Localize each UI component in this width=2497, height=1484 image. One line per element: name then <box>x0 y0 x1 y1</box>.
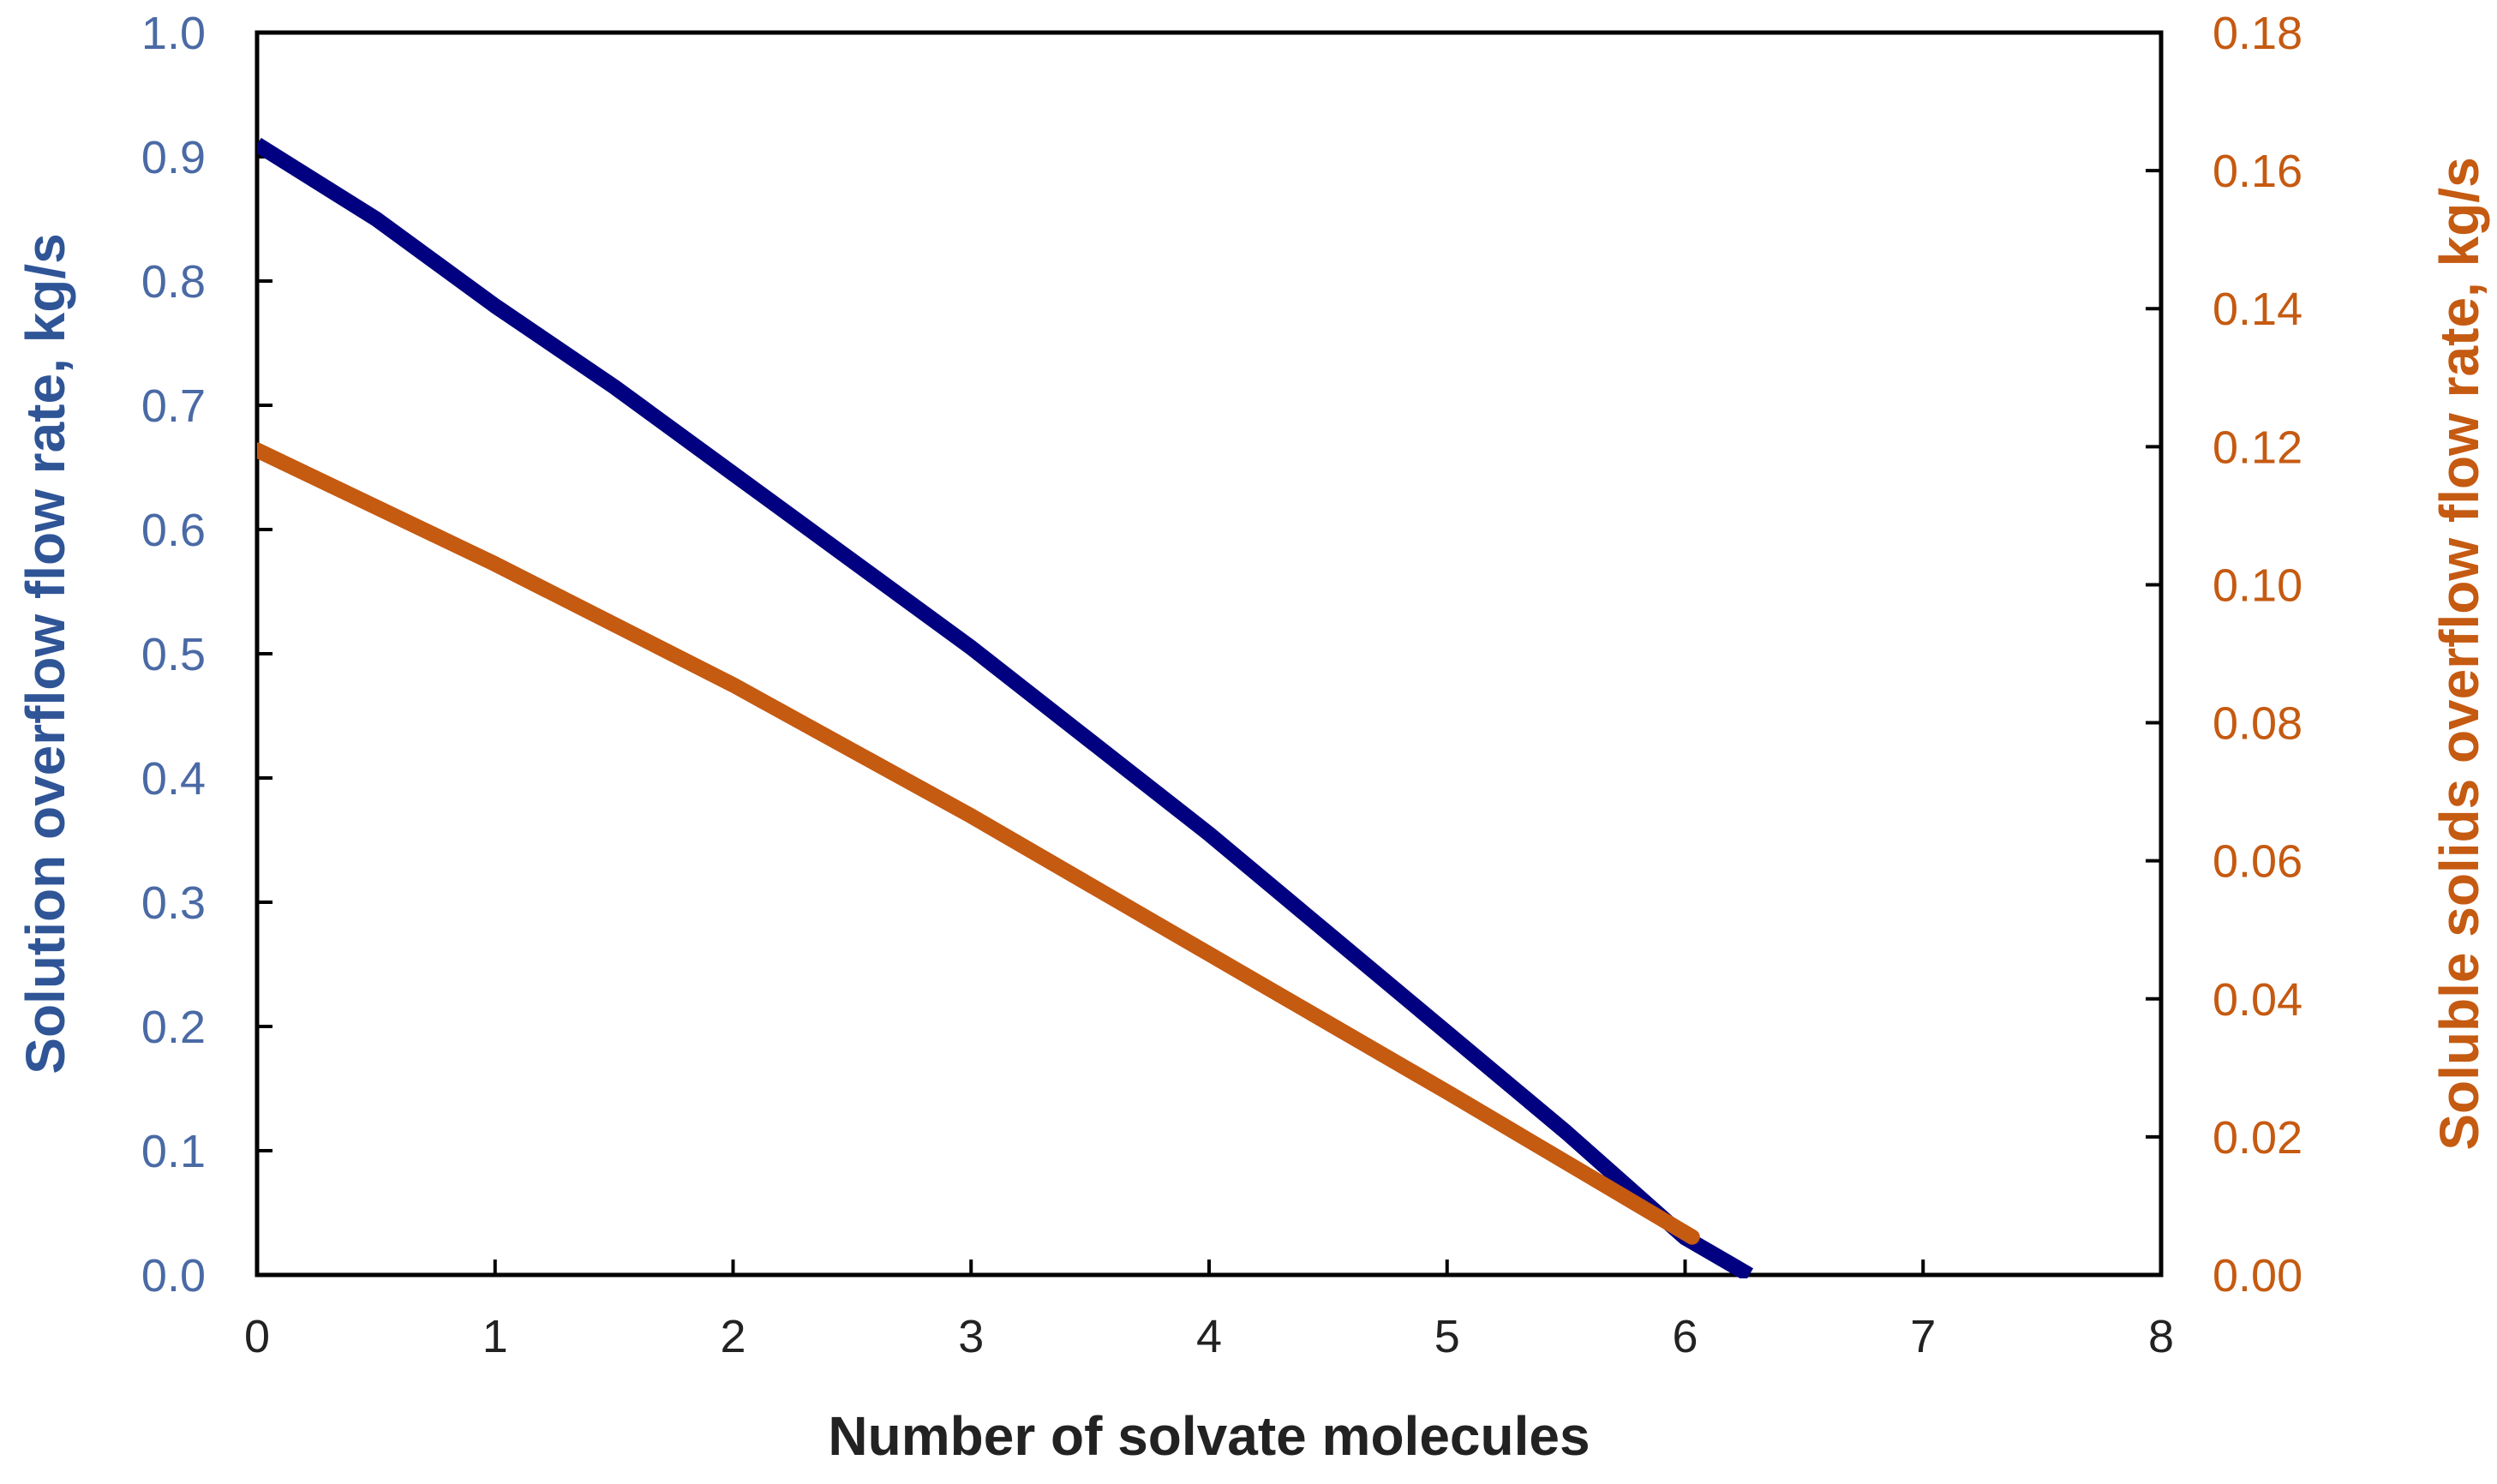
left-y-tick-label: 0.6 <box>141 505 206 556</box>
left-y-tick-label: 0.9 <box>141 132 206 183</box>
right-y-tick-label: 0.04 <box>2213 974 2302 1026</box>
right-y-tick-label: 0.18 <box>2213 8 2302 59</box>
x-tick-label: 6 <box>1672 1311 1698 1362</box>
x-axis-title: Number of solvate molecules <box>828 1405 1590 1467</box>
left-y-tick-label: 0.8 <box>141 256 206 308</box>
series-layer <box>257 137 1754 1278</box>
series-soluble-solids-overflow-line <box>257 442 1700 1245</box>
left-y-tick-label: 0.1 <box>141 1126 206 1177</box>
x-tick-label: 3 <box>958 1311 984 1362</box>
right-y-tick-label: 0.12 <box>2213 422 2302 473</box>
right-y-tick-label: 0.06 <box>2213 836 2302 888</box>
x-tick-label: 8 <box>2148 1311 2174 1362</box>
left-y-tick-label: 0.7 <box>141 380 206 432</box>
x-tick-label: 4 <box>1196 1311 1222 1362</box>
x-axis-ticks: 0 1 2 3 4 5 6 7 8 <box>244 1260 2174 1362</box>
right-y-tick-label: 0.02 <box>2213 1112 2302 1164</box>
series-solution-overflow-line <box>257 137 1754 1278</box>
left-y-tick-label: 1.0 <box>141 8 206 59</box>
left-y-tick-label: 0.0 <box>141 1250 206 1301</box>
right-y-tick-label: 0.00 <box>2213 1250 2302 1301</box>
left-y-tick-label: 0.2 <box>141 1002 206 1053</box>
right-y-axis-title: Soluble solids overflow flow rate, kg/s <box>2428 157 2490 1150</box>
x-tick-label: 7 <box>1910 1311 1936 1362</box>
left-y-tick-label: 0.5 <box>141 629 206 680</box>
right-y-tick-label: 0.10 <box>2213 559 2302 611</box>
plot-frame <box>254 30 2164 1278</box>
x-tick-label: 0 <box>244 1311 270 1362</box>
x-tick-label: 1 <box>482 1311 508 1362</box>
left-y-tick-label: 0.4 <box>141 753 206 805</box>
left-y-axis-title: Solution overflow flow rate, kg/s <box>15 233 76 1074</box>
right-y-tick-label: 0.08 <box>2213 698 2302 750</box>
left-y-tick-label: 0.3 <box>141 877 206 929</box>
x-tick-label: 5 <box>1434 1311 1460 1362</box>
right-y-axis-ticks: 0.00 0.02 0.04 0.06 0.08 0.10 0.12 0.14 0.16 0.18 <box>2146 8 2302 1301</box>
right-y-tick-label: 0.16 <box>2213 146 2302 197</box>
x-tick-label: 2 <box>720 1311 746 1362</box>
right-y-tick-label: 0.14 <box>2213 284 2302 335</box>
left-y-axis-ticks: 0.0 0.1 0.2 0.3 0.4 0.5 0.6 0.7 0.8 0.9 1.0 <box>141 8 272 1301</box>
